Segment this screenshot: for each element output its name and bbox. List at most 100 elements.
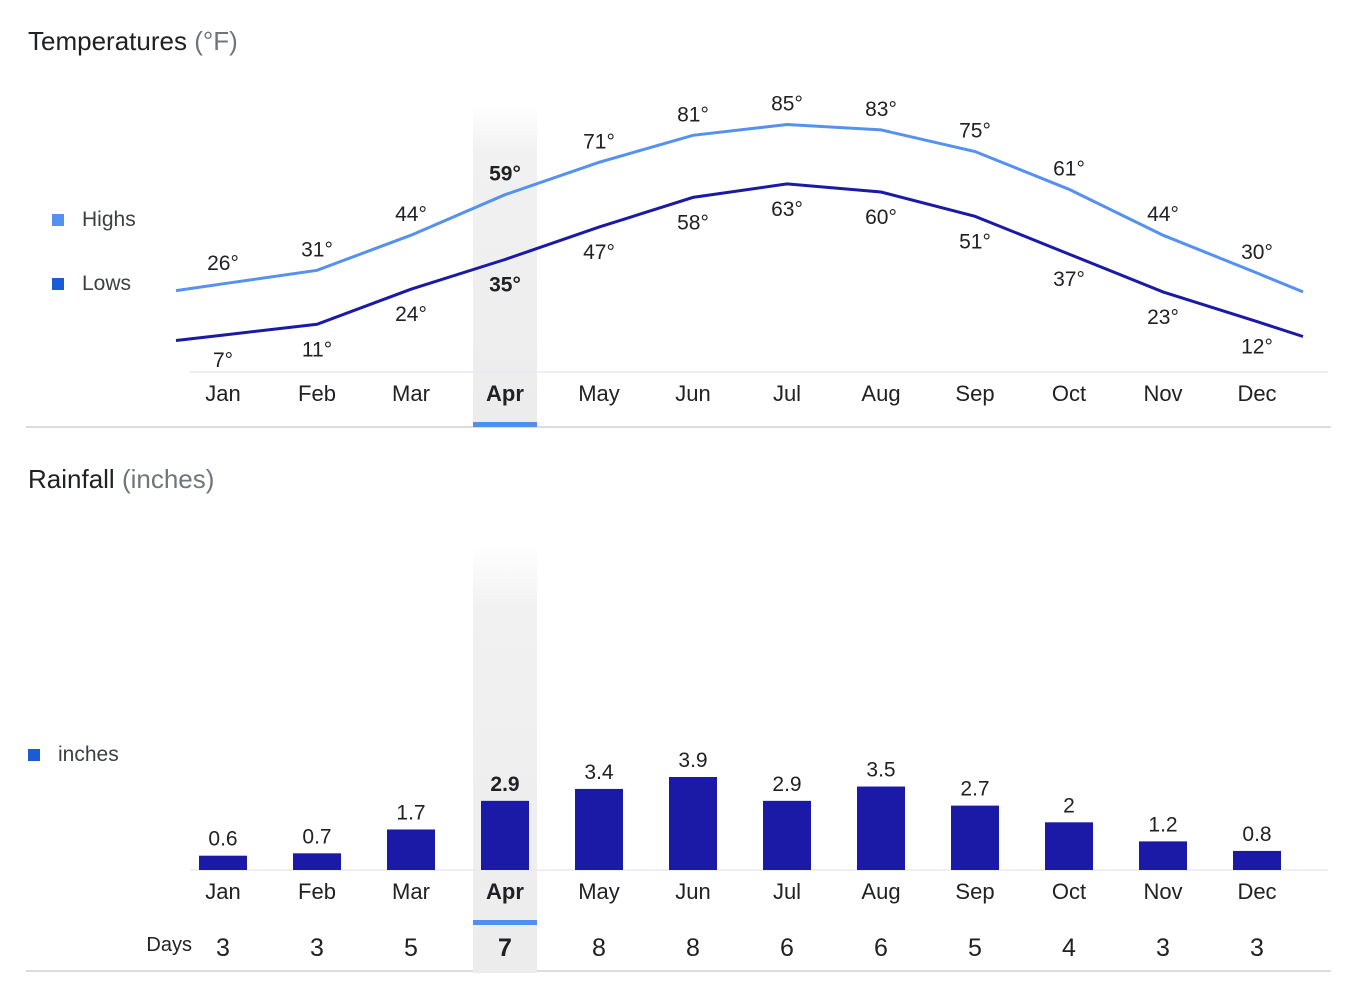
rainfall-bar: [857, 786, 905, 870]
temperature-month-tick: Oct: [1052, 381, 1086, 406]
legend-inches-label: inches: [58, 743, 119, 766]
rainfall-title-text: Rainfall: [28, 464, 115, 494]
days-label: Days: [146, 934, 192, 956]
rain-days-value: 7: [498, 934, 512, 962]
rainfall-selected-column: [473, 545, 537, 973]
highs-data-label: 26°: [207, 252, 239, 275]
lows-data-label: 11°: [302, 338, 332, 361]
temperature-month-tick: Mar: [392, 381, 430, 406]
temperature-unit: (°F): [194, 26, 238, 56]
lows-line: [175, 182, 1304, 342]
rainfall-title: Rainfall (inches): [28, 464, 214, 495]
temperature-month-tick: Jan: [205, 381, 240, 406]
lows-data-label: 7°: [213, 349, 233, 372]
legend-highs: Highs: [52, 208, 136, 232]
lows-data-label: 63°: [771, 198, 803, 221]
rainfall-bar: [1139, 841, 1187, 870]
rainfall-data-label: 2.9: [772, 773, 801, 796]
rainfall-data-label: 2.9: [490, 773, 519, 796]
temperature-month-tick: Dec: [1237, 381, 1276, 406]
rainfall-bar: [763, 800, 811, 870]
temperature-title: Temperatures (°F): [28, 26, 238, 57]
temperature-divider: [26, 426, 1331, 428]
temperature-month-tick: Apr: [486, 381, 524, 406]
rainfall-month-tick: Nov: [1143, 879, 1182, 904]
highs-data-label: 71°: [583, 130, 615, 153]
temperature-month-tick: May: [578, 381, 620, 406]
temperature-selected-column: [473, 105, 537, 425]
temperature-title-text: Temperatures: [28, 26, 187, 56]
highs-data-label: 44°: [1147, 203, 1179, 226]
highs-data-label: 75°: [959, 120, 991, 143]
lows-data-label: 23°: [1147, 306, 1179, 329]
legend-highs-swatch: [52, 214, 64, 226]
rain-days-value: 3: [216, 934, 230, 962]
legend-lows-label: Lows: [82, 272, 132, 295]
rainfall-data-label: 2.7: [960, 778, 989, 801]
rainfall-month-tick: Jun: [675, 879, 710, 904]
rainfall-bar: [575, 788, 623, 870]
rainfall-month-tick: Oct: [1052, 879, 1086, 904]
temperature-month-tick: Aug: [861, 381, 900, 406]
highs-data-label: 61°: [1053, 157, 1085, 180]
rainfall-bar: [1045, 822, 1093, 870]
highs-data-label: 59°: [489, 163, 521, 186]
rainfall-data-label: 3.4: [584, 761, 614, 784]
rain-days-value: 6: [780, 934, 794, 962]
rainfall-data-label: 2: [1063, 794, 1075, 817]
lows-data-label: 47°: [583, 241, 615, 264]
rainfall-data-label: 1.2: [1148, 813, 1177, 836]
rain-days-value: 3: [1250, 934, 1264, 962]
rainfall-data-label: 0.6: [208, 828, 237, 851]
temperature-selected-indicator: [473, 422, 537, 427]
legend-inches-swatch: [28, 749, 40, 761]
rainfall-month-tick: Apr: [486, 879, 524, 904]
rainfall-bar: [387, 829, 435, 870]
rainfall-month-tick: Dec: [1237, 879, 1276, 904]
rain-days-value: 3: [1156, 934, 1170, 962]
rainfall-unit: (inches): [121, 464, 215, 494]
rainfall-month-tick: Jul: [773, 879, 801, 904]
rainfall-bar: [199, 855, 247, 870]
legend-lows: Lows: [52, 272, 131, 296]
rainfall-month-tick: Mar: [392, 879, 430, 904]
rainfall-bar: [293, 853, 341, 870]
rainfall-month-tick: Aug: [861, 879, 900, 904]
rain-days-value: 5: [404, 934, 418, 962]
rainfall-divider: [26, 970, 1331, 972]
rain-days-value: 3: [310, 934, 324, 962]
lows-data-label: 58°: [677, 211, 709, 234]
rain-days-value: 5: [968, 934, 982, 962]
temperature-month-tick: Sep: [955, 381, 994, 406]
highs-data-label: 44°: [395, 203, 427, 226]
lows-data-label: 60°: [865, 206, 897, 229]
rain-days-value: 8: [686, 934, 700, 962]
rain-days-value: 8: [592, 934, 606, 962]
highs-data-label: 30°: [1241, 241, 1273, 264]
lows-data-label: 51°: [959, 230, 991, 253]
rainfall-month-tick: May: [578, 879, 620, 904]
highs-data-label: 81°: [677, 103, 709, 126]
legend-lows-swatch: [52, 278, 64, 290]
rainfall-data-label: 3.5: [866, 759, 895, 782]
rainfall-data-label: 3.9: [678, 749, 707, 772]
temperature-month-tick: Jun: [675, 381, 710, 406]
rainfall-selected-indicator: [473, 920, 537, 925]
rainfall-bar: [669, 777, 717, 870]
temperature-month-tick: Feb: [298, 381, 336, 406]
rainfall-data-label: 1.7: [396, 801, 425, 824]
rain-days-value: 4: [1062, 934, 1076, 962]
rainfall-bar: [481, 800, 529, 870]
lows-data-label: 35°: [489, 274, 521, 297]
highs-data-label: 31°: [301, 238, 333, 261]
rainfall-data-label: 0.8: [1242, 823, 1271, 846]
rainfall-month-tick: Sep: [955, 879, 994, 904]
rainfall-bar: [1233, 850, 1281, 870]
lows-data-label: 37°: [1053, 268, 1085, 291]
highs-line: [175, 122, 1304, 294]
highs-data-label: 85°: [771, 93, 803, 116]
legend-inches: inches: [28, 743, 119, 767]
temperature-month-tick: Nov: [1143, 381, 1182, 406]
temperature-month-tick: Jul: [773, 381, 801, 406]
